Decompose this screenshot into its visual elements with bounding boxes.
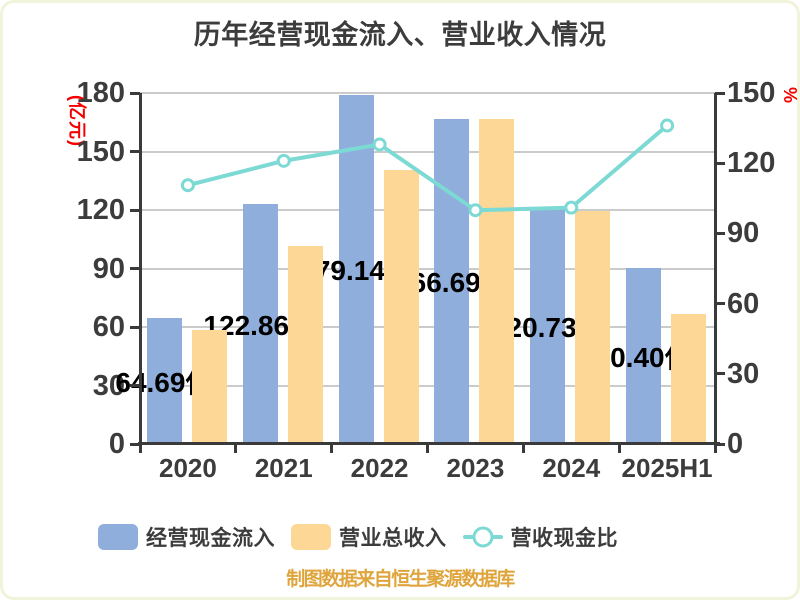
right-axis-tick-label: 0: [727, 428, 744, 460]
data-source-note: 制图数据来自恒生聚源数据库: [286, 569, 515, 590]
grid-line: [140, 326, 715, 328]
ratio-marker-icon: [472, 526, 493, 548]
right-axis-tick-label: 120: [727, 147, 776, 180]
right-axis-tick-label: 60: [727, 287, 760, 320]
left-axis-line: [138, 93, 142, 444]
right-axis-tick: [715, 231, 725, 235]
ratio-point-marker: [276, 153, 291, 168]
x-category-label: 2024: [542, 453, 601, 483]
x-axis-tick: [234, 444, 238, 453]
x-axis-line: [138, 442, 720, 445]
left-axis-tick-label: 150: [76, 135, 125, 168]
legend-label: 经营现金流入: [146, 527, 275, 550]
right-axis-tick-label: 150: [727, 77, 776, 109]
revenue-bar: [479, 118, 515, 444]
x-axis-tick: [521, 444, 525, 453]
x-category-label: 2025H1: [621, 453, 713, 483]
left-axis-tick-label: 180: [76, 77, 125, 109]
ratio-point-marker: [180, 178, 195, 193]
revenue-bar: [575, 210, 611, 444]
x-category-label: 2022: [350, 453, 409, 483]
x-axis-tick: [713, 444, 717, 453]
left-axis-tick: [130, 150, 140, 153]
legend-label: 营收现金比: [510, 527, 618, 550]
left-axis-tick: [130, 384, 140, 387]
chart-title: 历年经营现金流入、营业收入情况: [193, 20, 607, 50]
left-axis-tick-label: 90: [92, 252, 125, 285]
right-axis-tick: [715, 161, 725, 165]
left-axis-tick: [130, 325, 140, 329]
right-axis-tick-label: 90: [727, 217, 760, 250]
revenue-bar: [191, 329, 227, 444]
right-axis-tick: [715, 302, 725, 306]
revenue-bar: [383, 170, 419, 444]
cash-inflow-bar: [626, 267, 662, 444]
left-axis-tick-label: 0: [108, 428, 125, 460]
grid-line: [140, 384, 715, 387]
plot-area: 64.69亿 122.86亿 179.14亿 166.69亿 120.73亿 90.40亿: [115, 91, 725, 446]
ratio-line: [187, 124, 669, 213]
left-axis-tick: [130, 267, 140, 270]
revenue-swatch: [291, 524, 331, 550]
right-axis-line: [713, 93, 717, 444]
left-axis-tick-label: 120: [76, 194, 125, 226]
left-axis-tick: [130, 91, 140, 95]
cash-inflow-bar: [146, 317, 182, 444]
legend-item-cash-inflow: 经营现金流入: [98, 522, 275, 552]
legend-item-revenue: 营业总收入: [291, 522, 447, 552]
right-axis-tick: [715, 372, 725, 376]
ratio-point-marker: [372, 137, 387, 152]
ratio-line-swatch: [462, 526, 503, 548]
x-axis-tick: [426, 444, 429, 453]
left-axis-tick: [130, 208, 140, 212]
grid-line: [140, 267, 715, 270]
grid-line: [140, 209, 715, 211]
right-axis-tick-label: 30: [727, 357, 760, 390]
x-category-label: 2021: [254, 453, 313, 483]
revenue-bar: [671, 314, 707, 444]
left-axis-tick-label: 60: [92, 311, 125, 343]
ratio-point-marker: [660, 118, 675, 133]
cash-inflow-bar: [242, 204, 278, 444]
legend-label: 营业总收入: [339, 527, 447, 550]
grid-line: [140, 150, 715, 153]
right-axis-tick: [715, 442, 725, 446]
cash-inflow-swatch: [98, 524, 138, 550]
left-axis-tick-label: 30: [92, 369, 125, 402]
left-axis-tick: [130, 442, 140, 446]
x-category-label: 2020: [158, 453, 217, 483]
x-axis-tick: [617, 444, 621, 453]
cash-inflow-bar: [530, 208, 566, 444]
x-axis-tick: [138, 444, 142, 453]
revenue-bar: [287, 246, 323, 444]
grid-line: [140, 92, 715, 94]
legend: 经营现金流入 营业总收入 营收现金比: [98, 522, 618, 552]
x-category-label: 2023: [446, 453, 505, 483]
legend-item-ratio: 营收现金比: [462, 522, 619, 552]
x-axis-tick: [330, 444, 334, 453]
right-axis-tick: [715, 91, 725, 95]
